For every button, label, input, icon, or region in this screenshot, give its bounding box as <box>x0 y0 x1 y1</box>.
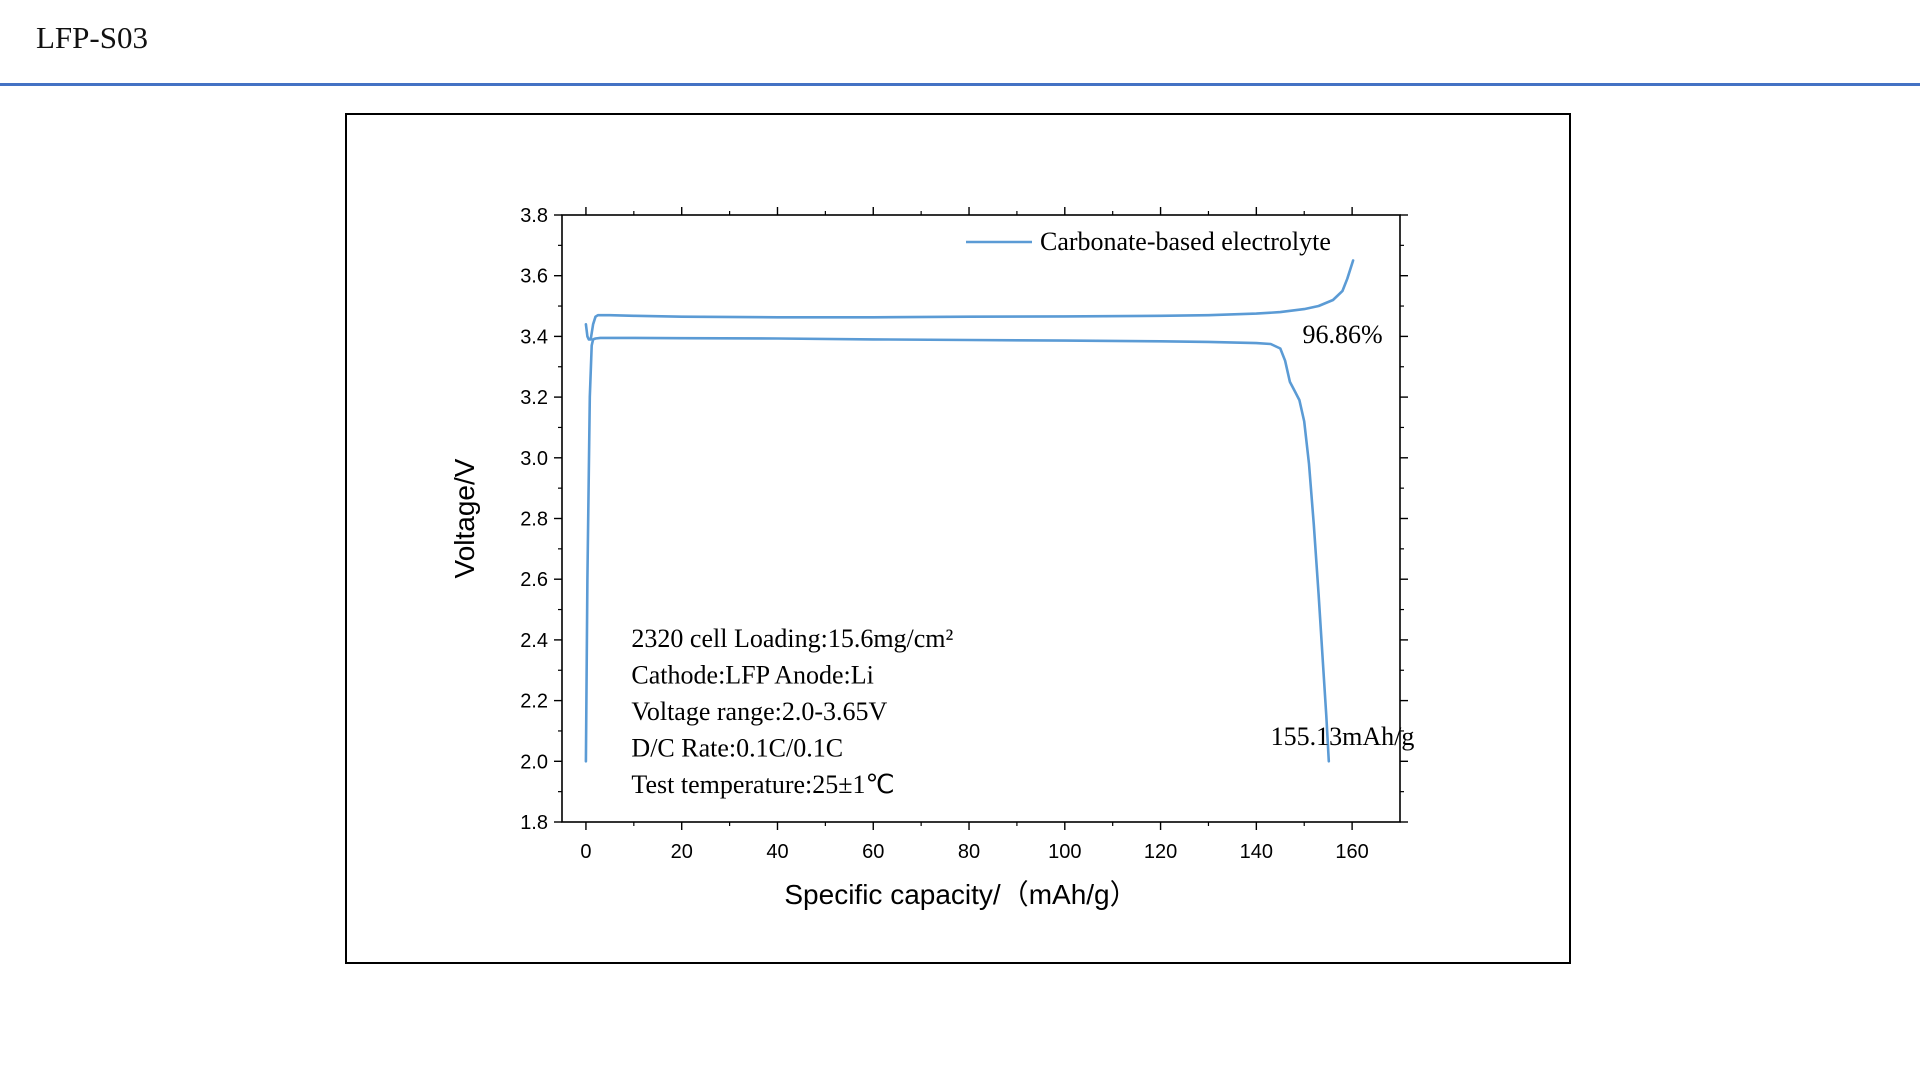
info-line: D/C Rate:0.1C/0.1C <box>631 734 843 763</box>
x-tick-label: 140 <box>1240 841 1273 863</box>
x-tick-label: 40 <box>766 841 788 863</box>
y-tick-label: 3.8 <box>520 205 548 227</box>
y-tick-label: 2.0 <box>520 751 548 773</box>
chart-text: Specific capacity/（mAh/g） Voltage/V Carbon… <box>449 227 1414 910</box>
x-tick-label: 80 <box>958 841 980 863</box>
x-tick-label: 20 <box>671 841 693 863</box>
y-tick-label: 2.8 <box>520 509 548 531</box>
info-line: Test temperature:25±1℃ <box>631 770 894 799</box>
ticks: 0 20 40 60 80 100 120 140 160 1.8 2.0 2.2 2.4 2.6 2.8 3… <box>520 205 1408 863</box>
y-tick-label: 3.2 <box>520 387 548 409</box>
page-title: LFP-S03 <box>36 20 148 55</box>
series-line-charge <box>584 259 1355 341</box>
chart: 0 20 40 60 80 100 120 140 160 1.8 2.0 2.2 2.4 2.6 2.8 3… <box>449 205 1414 910</box>
series-line-discharge <box>584 336 1331 763</box>
y-tick-label: 2.2 <box>520 691 548 713</box>
annotation-label: 96.86% <box>1302 320 1382 349</box>
y-tick-label: 1.8 <box>520 812 548 834</box>
info-line: Cathode:LFP Anode:Li <box>631 661 873 690</box>
chart-frame: 0 20 40 60 80 100 120 140 160 1.8 2.0 2.2 2.4 2.6 2.8 3… <box>345 113 1571 964</box>
x-tick-label: 0 <box>580 841 591 863</box>
y-tick-label: 3.6 <box>520 266 548 288</box>
info-line: 2320 cell Loading:15.6mg/cm² <box>631 624 953 653</box>
x-tick-label: 60 <box>862 841 884 863</box>
annotation-label: 155.13mAh/g <box>1271 722 1415 751</box>
y-tick-label: 3.0 <box>520 448 548 470</box>
x-tick-label: 160 <box>1335 841 1368 863</box>
series-lines <box>584 259 1355 763</box>
x-axis-title: Specific capacity/（mAh/g） <box>784 879 1137 910</box>
info-line: Voltage range:2.0-3.65V <box>631 697 887 726</box>
title-divider <box>0 83 1920 86</box>
legend-label: Carbonate-based electrolyte <box>1040 227 1331 256</box>
x-tick-label: 120 <box>1144 841 1177 863</box>
y-tick-label: 2.4 <box>520 630 548 652</box>
y-axis-title: Voltage/V <box>449 458 480 578</box>
x-tick-label: 100 <box>1048 841 1081 863</box>
y-tick-label: 3.4 <box>520 326 548 348</box>
y-tick-label: 2.6 <box>520 569 548 591</box>
